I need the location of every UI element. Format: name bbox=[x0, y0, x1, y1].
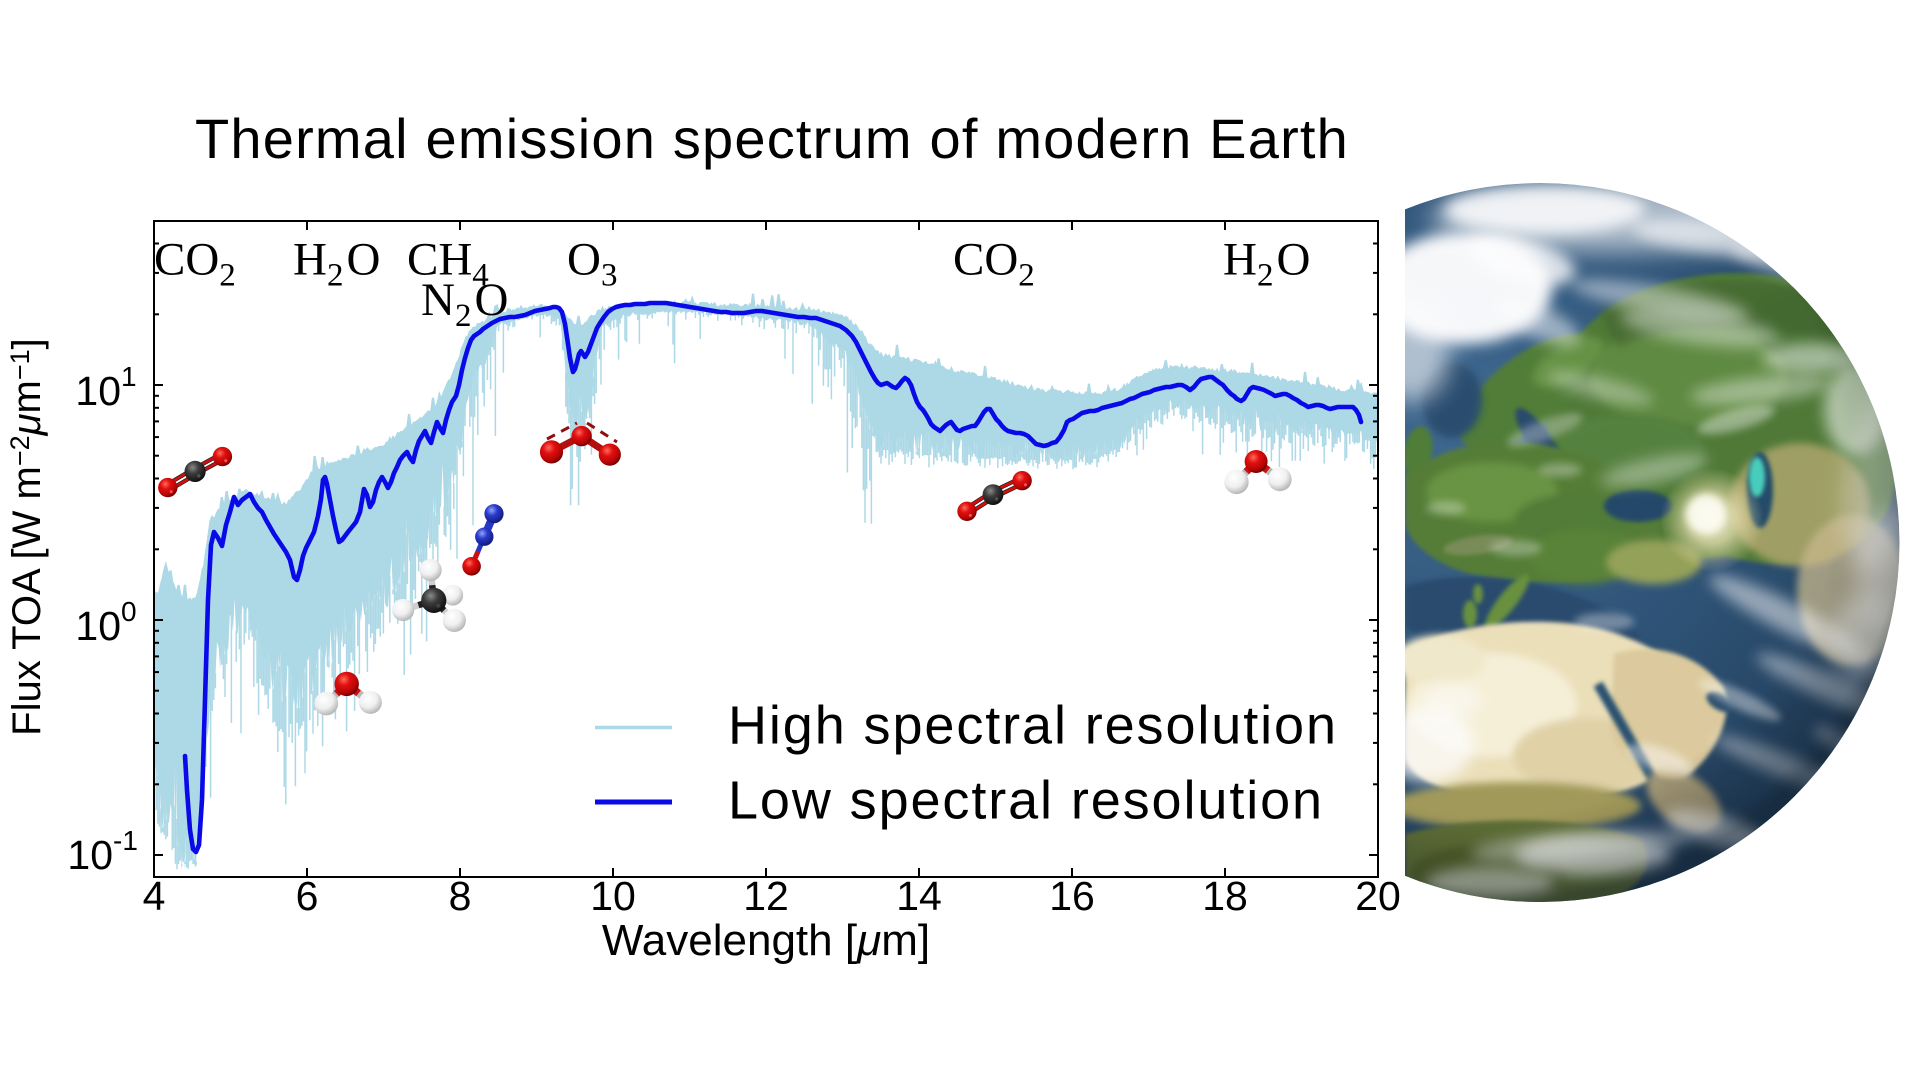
svg-text:10: 10 bbox=[75, 603, 121, 649]
svg-text:H2​O: H2​O bbox=[293, 234, 380, 294]
svg-text:CO2​: CO2​ bbox=[154, 234, 236, 294]
svg-text:CH4​: CH4​ bbox=[407, 234, 489, 294]
svg-text:CO2​: CO2​ bbox=[953, 234, 1035, 294]
svg-text:Wavelength [μm]: Wavelength [μm] bbox=[602, 916, 930, 965]
svg-text:20: 20 bbox=[1355, 873, 1401, 919]
svg-text:4: 4 bbox=[143, 873, 166, 919]
svg-text:-1: -1 bbox=[113, 825, 138, 856]
svg-text:14: 14 bbox=[896, 873, 942, 919]
svg-text:12: 12 bbox=[743, 873, 789, 919]
svg-text:8: 8 bbox=[449, 873, 472, 919]
svg-text:H2​O: H2​O bbox=[1223, 234, 1310, 294]
svg-text:High spectral resolution: High spectral resolution bbox=[728, 696, 1338, 756]
svg-text:18: 18 bbox=[1202, 873, 1248, 919]
svg-text:Low spectral resolution: Low spectral resolution bbox=[728, 771, 1324, 831]
svg-text:10: 10 bbox=[67, 832, 113, 878]
svg-text:16: 16 bbox=[1049, 873, 1095, 919]
svg-text:10: 10 bbox=[75, 368, 121, 414]
svg-text:1: 1 bbox=[121, 361, 137, 392]
svg-text:Thermal emission spectrum of m: Thermal emission spectrum of modern Eart… bbox=[195, 107, 1349, 170]
svg-text:Flux TOA [W m−2μm−1]: Flux TOA [W m−2μm−1] bbox=[5, 338, 49, 736]
svg-text:N2​O: N2​O bbox=[421, 274, 508, 334]
svg-text:6: 6 bbox=[296, 873, 319, 919]
svg-text:10: 10 bbox=[590, 873, 636, 919]
svg-text:O3​: O3​ bbox=[567, 234, 617, 294]
svg-text:0: 0 bbox=[121, 596, 137, 627]
